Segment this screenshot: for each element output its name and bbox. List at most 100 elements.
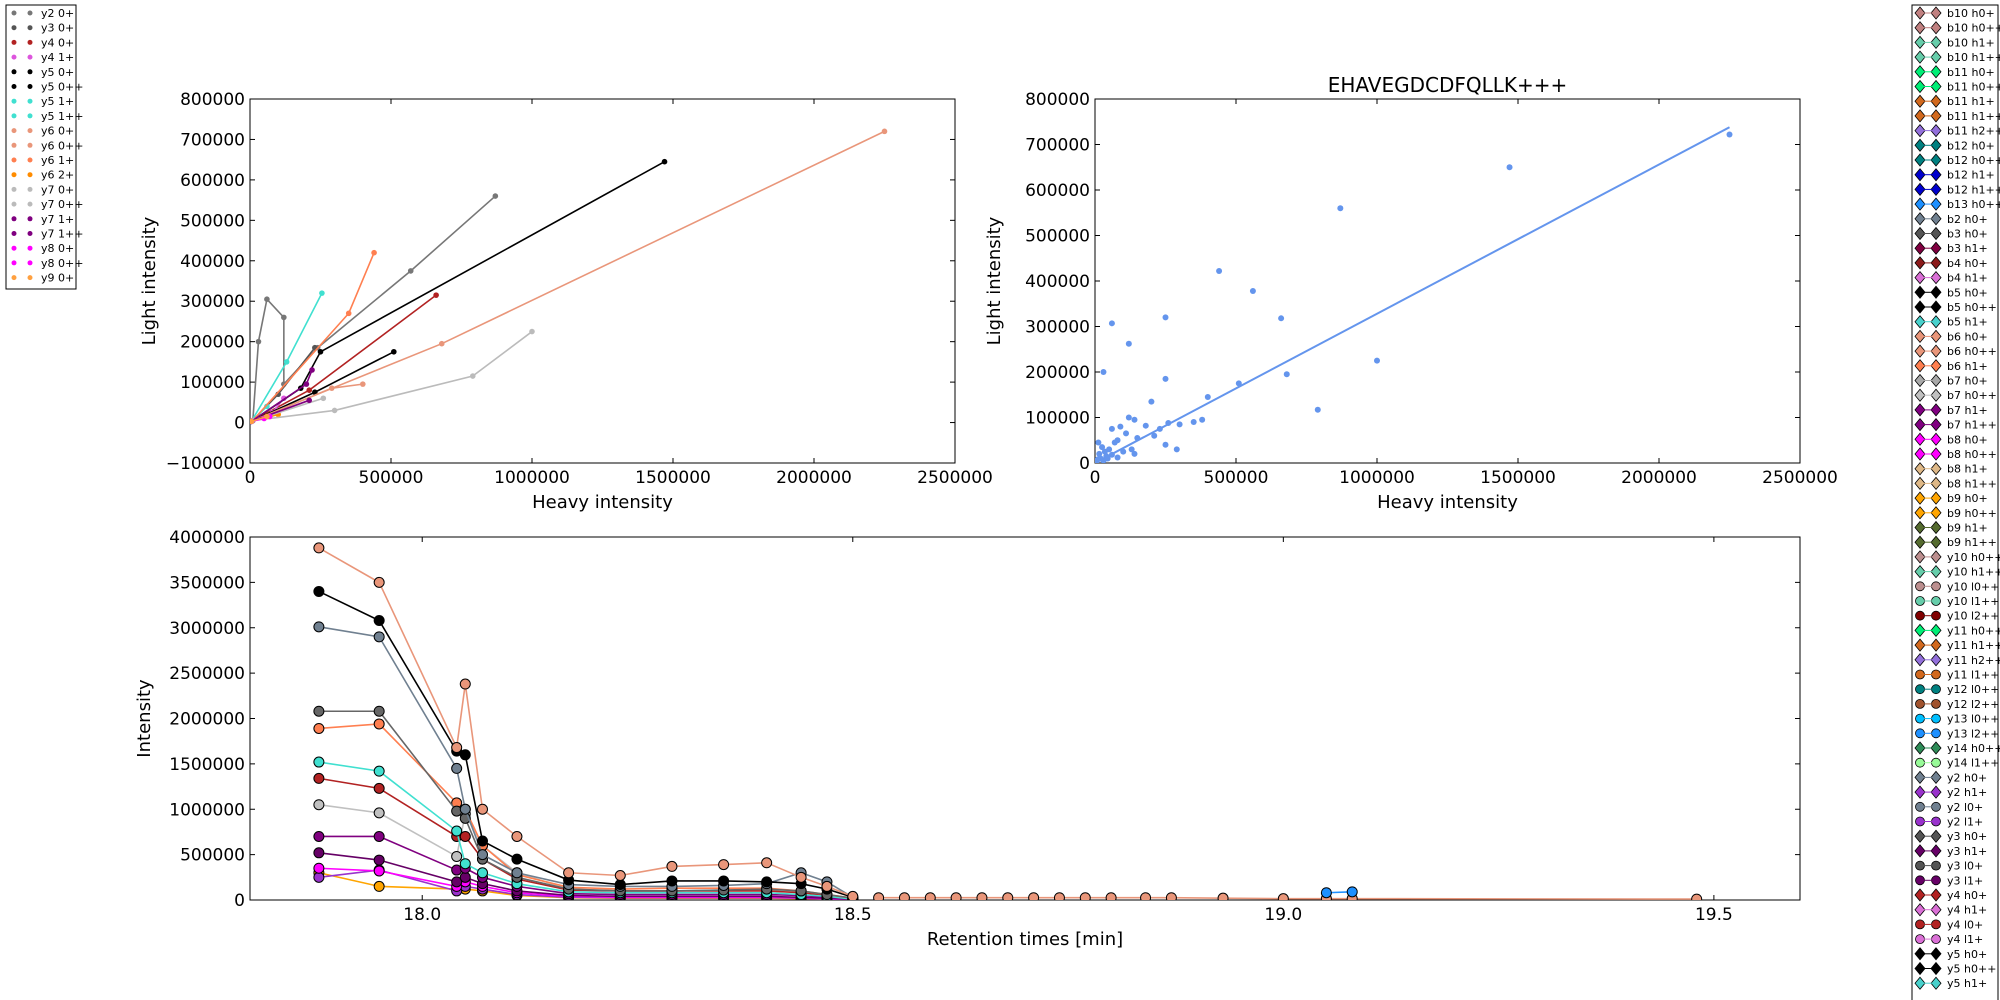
data-point: [360, 381, 366, 387]
y-tick-label: 700000: [180, 130, 245, 150]
legend-entry: y13 l0++: [1915, 713, 2000, 726]
data-point: [1726, 131, 1733, 138]
legend-label: b9 h0++: [1947, 507, 1997, 520]
data-point: [1131, 416, 1138, 423]
legend-label: y11 l1++: [1947, 669, 2000, 682]
legend-entry: y5 h1+: [1914, 976, 1987, 990]
legend-label: b6 h0++: [1947, 345, 1997, 358]
trace-point: [451, 850, 463, 862]
trace-point: [459, 858, 471, 870]
legend-marker: [11, 84, 17, 89]
legend-marker: [11, 260, 17, 266]
data-point: [469, 373, 476, 379]
trace-point: [511, 867, 523, 879]
legend-label: y4 h0+: [1947, 889, 1987, 902]
legend-entry: y4 l0+: [1915, 918, 1983, 931]
legend-label: b8 h1++: [1947, 477, 1997, 490]
data-point: [1101, 448, 1108, 455]
trace-point: [313, 799, 325, 811]
y-tick-label: 400000: [1025, 272, 1090, 292]
y-axis-label: Light intensity: [984, 216, 1005, 345]
legend-entry: y2 h0+: [1914, 770, 1987, 784]
legend-marker: [27, 25, 33, 31]
x-tick-label: 1500000: [635, 468, 711, 488]
data-point: [306, 397, 313, 404]
legend-entry: y3 l1+: [1915, 874, 1983, 887]
y-tick-label: 500000: [180, 846, 245, 866]
legend-label: b4 h0+: [1947, 257, 1988, 270]
data-point: [1125, 414, 1132, 421]
data-point: [1111, 439, 1118, 446]
legend-marker: [27, 157, 33, 163]
legend-marker: [27, 54, 33, 60]
data-point: [1117, 423, 1124, 430]
legend-entry: y14 l1++: [1915, 757, 2000, 770]
trace-point: [950, 892, 962, 900]
trace-point: [477, 867, 488, 879]
data-point: [264, 413, 270, 420]
legend-label: b10 h0+: [1947, 7, 1995, 20]
legend-entry: b10 h1++: [1914, 50, 2000, 64]
trace-point: [313, 542, 325, 554]
legend-marker: [11, 231, 17, 236]
legend-marker: [27, 10, 33, 16]
left-legend: y2 0+ y3 0+y4 0+ y4 1+ y5 0+ y5 0++y5 1+ y5 1…: [5, 4, 83, 290]
data-point: [255, 338, 262, 345]
legend-label: y5 1++: [41, 110, 83, 123]
legend-entry: b8 h0+: [1914, 432, 1988, 446]
legend-label: b11 h0+: [1947, 66, 1995, 79]
trace-point: [313, 756, 325, 768]
data-point: [1131, 450, 1138, 457]
data-point: [1096, 450, 1103, 457]
y-axis-label: Intensity: [134, 679, 155, 758]
trace-point: [821, 880, 833, 892]
trace-point: [718, 859, 730, 871]
legend-label: y2 0+: [41, 7, 74, 20]
trace-point: [614, 869, 626, 881]
retention-time-plot: 18.0 18.5 19.0 19.5 0 500000 1000000 1500000 200…: [134, 528, 1801, 950]
y-tick-label: 800000: [180, 90, 245, 110]
legend-marker: [11, 10, 17, 16]
data-point: [1123, 430, 1130, 437]
legend-label: b7 h0++: [1947, 389, 1997, 402]
x-tick-label: 19.0: [1264, 905, 1302, 925]
legend-marker: [27, 172, 33, 178]
data-point: [661, 158, 668, 165]
y-tick-label: 200000: [1025, 363, 1090, 383]
legend-label: y4 l0+: [1947, 918, 1983, 931]
trace-point: [1320, 887, 1332, 899]
legend-entry: b6 h1+: [1914, 359, 1988, 373]
data-point: [492, 193, 499, 199]
y-tick-label: 3000000: [169, 619, 245, 639]
legend-entry: b8 h1+: [1914, 462, 1988, 476]
legend-marker: [27, 201, 33, 207]
data-point: [1156, 425, 1163, 432]
data-point: [1095, 458, 1100, 463]
legend-label: b5 h0+: [1947, 286, 1988, 299]
legend-label: b8 h1+: [1947, 463, 1988, 476]
legend-label: y7 0+: [41, 183, 74, 196]
legend-entry: b12 h1++: [1914, 182, 2000, 196]
y-tick-label: 600000: [1025, 181, 1090, 201]
legend-entry: y11 l1++: [1915, 669, 2000, 682]
trace-point: [666, 875, 678, 887]
legend-entry: b6 h0+: [1914, 329, 1988, 343]
trace-point: [1002, 892, 1014, 900]
data-point: [371, 249, 377, 256]
x-axis-label: Heavy intensity: [1377, 492, 1518, 513]
y-tick-label: 500000: [1025, 227, 1090, 247]
legend-label: y5 0+: [41, 66, 74, 79]
trace-point: [451, 825, 463, 837]
x-tick-label: 2500000: [917, 468, 993, 488]
trace-point: [459, 871, 471, 883]
legend-entry: y11 h0++: [1914, 623, 2000, 637]
legend-entry: y3 h0+: [1914, 829, 1987, 843]
x-tick-label: 2500000: [1762, 468, 1838, 488]
trace-line: [318, 761, 853, 900]
legend-entry: y5 h0+: [1914, 947, 1987, 961]
legend-entry: b10 h0+: [1914, 6, 1995, 20]
legend-entry: b7 h0+: [1914, 373, 1988, 388]
trace-point: [373, 576, 385, 588]
trace-point: [1165, 892, 1177, 900]
